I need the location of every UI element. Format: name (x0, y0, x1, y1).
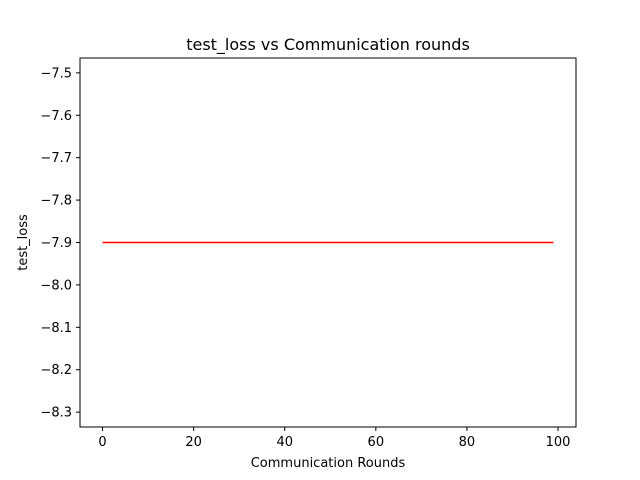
y-tick-label: −7.7 (40, 151, 72, 166)
chart-title: test_loss vs Communication rounds (186, 35, 470, 55)
x-tick-label: 20 (185, 435, 202, 450)
y-tick-label: −8.0 (40, 278, 72, 293)
plot-frame (79, 57, 577, 428)
y-axis-ticks: −8.3 −8.2 −8.1 −8.0 −7.9 −7.8 −7.7 −7.6 −7.5 (40, 66, 80, 421)
y-tick-label: −7.5 (40, 66, 72, 81)
x-tick-label: 80 (459, 435, 476, 450)
x-axis-label: Communication Rounds (251, 456, 406, 471)
x-tick-label: 60 (368, 435, 385, 450)
y-tick-label: −8.1 (40, 321, 72, 336)
y-tick-label: −8.2 (40, 363, 72, 378)
y-tick-label: −7.9 (40, 236, 72, 251)
y-axis-label: test_loss (16, 214, 31, 271)
x-tick-label: 40 (276, 435, 293, 450)
y-tick-label: −7.8 (40, 194, 72, 209)
x-tick-label: 0 (98, 435, 106, 450)
y-tick-label: −7.6 (40, 109, 72, 124)
y-tick-label: −8.3 (40, 406, 72, 421)
x-tick-label: 100 (546, 435, 571, 450)
x-axis-ticks: 0 20 40 60 80 100 (98, 427, 570, 450)
